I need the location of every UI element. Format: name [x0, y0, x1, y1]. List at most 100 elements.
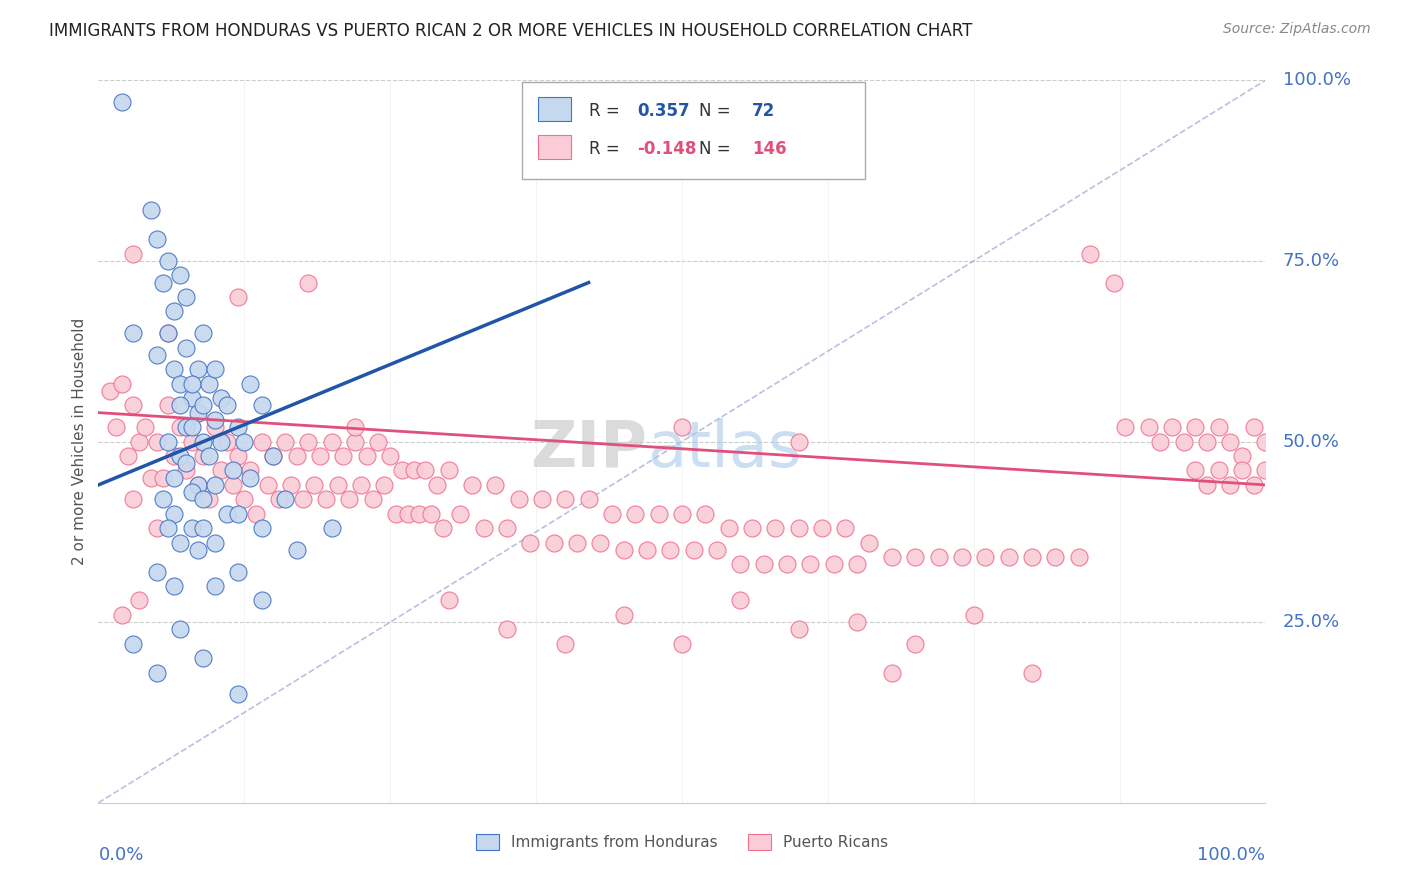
Point — [950, 550, 973, 565]
Point — [193, 492, 215, 507]
Point — [321, 521, 343, 535]
Point — [187, 362, 209, 376]
Point — [180, 521, 202, 535]
Point — [187, 406, 209, 420]
Point — [250, 398, 273, 412]
Point — [256, 478, 278, 492]
Text: IMMIGRANTS FROM HONDURAS VS PUERTO RICAN 2 OR MORE VEHICLES IN HOUSEHOLD CORRELA: IMMIGRANTS FROM HONDURAS VS PUERTO RICAN… — [49, 22, 973, 40]
Point — [671, 507, 693, 521]
Point — [396, 507, 419, 521]
Point — [706, 542, 728, 557]
Point — [104, 420, 127, 434]
Text: R =: R = — [589, 103, 624, 120]
Point — [695, 507, 717, 521]
Point — [198, 449, 221, 463]
Text: atlas: atlas — [647, 417, 801, 480]
Point — [152, 276, 174, 290]
Point — [1102, 276, 1125, 290]
Point — [221, 463, 243, 477]
Point — [408, 507, 430, 521]
Point — [180, 391, 202, 405]
Point — [146, 434, 169, 449]
Point — [543, 535, 565, 549]
Point — [776, 558, 799, 572]
Point — [291, 492, 314, 507]
Point — [974, 550, 997, 565]
Point — [193, 398, 215, 412]
Point — [239, 471, 262, 485]
Text: N =: N = — [699, 140, 737, 158]
Point — [193, 521, 215, 535]
Point — [139, 203, 162, 218]
Point — [1184, 420, 1206, 434]
Point — [128, 593, 150, 607]
Point — [787, 521, 810, 535]
Point — [163, 507, 186, 521]
Point — [1184, 463, 1206, 477]
Point — [157, 326, 180, 341]
Point — [1197, 434, 1219, 449]
Point — [209, 463, 232, 477]
Text: 25.0%: 25.0% — [1282, 613, 1340, 632]
Point — [519, 535, 541, 549]
Point — [221, 478, 243, 492]
Point — [344, 434, 367, 449]
Point — [198, 376, 221, 391]
Point — [1137, 420, 1160, 434]
Point — [187, 478, 209, 492]
Point — [373, 478, 395, 492]
Point — [250, 434, 273, 449]
Point — [122, 398, 145, 412]
Point — [1149, 434, 1171, 449]
Y-axis label: 2 or more Vehicles in Household: 2 or more Vehicles in Household — [72, 318, 87, 566]
Point — [228, 449, 250, 463]
Point — [321, 434, 343, 449]
Point — [274, 434, 297, 449]
Text: 100.0%: 100.0% — [1198, 847, 1265, 864]
Text: 72: 72 — [752, 103, 775, 120]
Point — [904, 550, 927, 565]
Point — [823, 558, 845, 572]
FancyBboxPatch shape — [522, 82, 865, 179]
Point — [174, 456, 197, 470]
Point — [228, 565, 250, 579]
Point — [530, 492, 553, 507]
Point — [904, 637, 927, 651]
Point — [204, 413, 226, 427]
Point — [122, 326, 145, 341]
Point — [763, 521, 786, 535]
Point — [117, 449, 139, 463]
Point — [262, 449, 284, 463]
Point — [146, 348, 169, 362]
Point — [180, 376, 202, 391]
Point — [437, 463, 460, 477]
Point — [484, 478, 506, 492]
Point — [152, 492, 174, 507]
Point — [350, 478, 373, 492]
Point — [245, 507, 267, 521]
Point — [413, 463, 436, 477]
Point — [356, 449, 378, 463]
Point — [134, 420, 156, 434]
Point — [811, 521, 834, 535]
Point — [1173, 434, 1195, 449]
Point — [1243, 420, 1265, 434]
Point — [157, 434, 180, 449]
Point — [578, 492, 600, 507]
Text: R =: R = — [589, 140, 624, 158]
Point — [187, 542, 209, 557]
Point — [233, 492, 256, 507]
Point — [169, 376, 191, 391]
Point — [169, 449, 191, 463]
Point — [169, 535, 191, 549]
Point — [1219, 478, 1241, 492]
Point — [250, 593, 273, 607]
Point — [682, 542, 704, 557]
Point — [128, 434, 150, 449]
Point — [163, 449, 186, 463]
Point — [146, 521, 169, 535]
Text: Source: ZipAtlas.com: Source: ZipAtlas.com — [1223, 22, 1371, 37]
Point — [671, 420, 693, 434]
Point — [274, 492, 297, 507]
Point — [146, 232, 169, 246]
